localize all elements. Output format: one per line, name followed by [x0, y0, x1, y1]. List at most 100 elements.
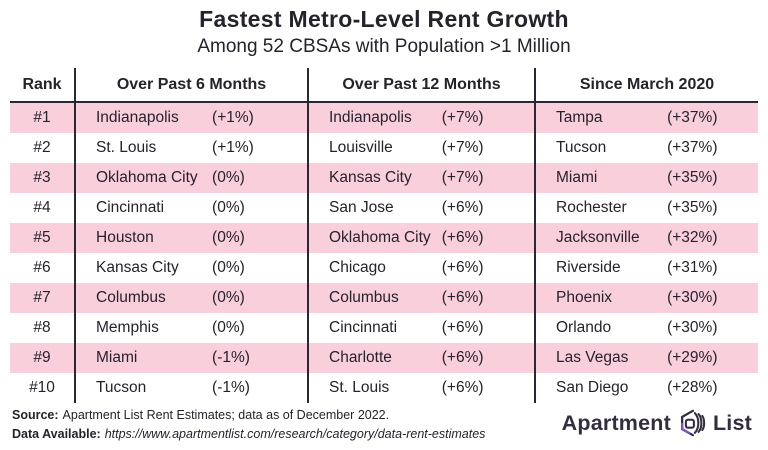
- past6-city: Kansas City: [96, 259, 179, 276]
- since2020-cell: Las Vegas (+29%): [534, 343, 758, 373]
- since2020-pct: (+28%): [667, 379, 718, 396]
- past6-pct: (+1%): [212, 139, 254, 156]
- past6-city: St. Louis: [96, 139, 157, 156]
- past6-cell: Tucson (-1%): [74, 373, 307, 403]
- since2020-city: Phoenix: [556, 289, 613, 306]
- source-text: Apartment List Rent Estimates; data as o…: [62, 408, 390, 422]
- data-available-url: https://www.apartmentlist.com/research/c…: [104, 427, 486, 441]
- header: Fastest Metro-Level Rent Growth Among 52…: [0, 0, 768, 58]
- past12-pct: (+6%): [441, 259, 484, 276]
- table-row: #7 Columbus (0%) Columbus (+6%) Phoenix …: [10, 283, 758, 313]
- rank-cell: #9: [33, 349, 51, 366]
- table-row: #5 Houston (0%) Oklahoma City (+6%) Jack…: [10, 223, 758, 253]
- past6-city: Memphis: [96, 319, 159, 336]
- table-row: #2 St. Louis (+1%) Louisville (+7%) Tucs…: [10, 133, 758, 163]
- footer-notes: Source: Apartment List Rent Estimates; da…: [12, 406, 485, 444]
- since2020-city: Jacksonville: [556, 229, 640, 246]
- since2020-cell: Orlando (+30%): [534, 313, 758, 343]
- past6-city: Tucson: [96, 379, 147, 396]
- past12-city: Chicago: [329, 259, 386, 276]
- past6-cell: Kansas City (0%): [74, 253, 307, 283]
- since2020-pct: (+30%): [667, 289, 718, 306]
- header-cell-past12: Over Past 12 Months: [307, 68, 534, 101]
- past12-pct: (+6%): [441, 349, 484, 366]
- past12-city: Indianapolis: [329, 109, 412, 126]
- past12-pct: (+6%): [441, 289, 484, 306]
- rent-growth-table: Rank Over Past 6 Months Over Past 12 Mon…: [10, 68, 758, 403]
- since2020-pct: (+35%): [667, 199, 718, 216]
- since2020-pct: (+29%): [667, 349, 718, 366]
- since2020-city: Tampa: [556, 109, 603, 126]
- past6-pct: (-1%): [212, 379, 250, 396]
- past6-cell: St. Louis (+1%): [74, 133, 307, 163]
- past6-cell: Miami (-1%): [74, 343, 307, 373]
- past6-cell: Indianapolis (+1%): [74, 103, 307, 133]
- past12-cell: Indianapolis (+7%): [307, 103, 534, 133]
- rank-cell: #6: [33, 259, 51, 276]
- past12-pct: (+7%): [441, 139, 484, 156]
- since2020-city: Rochester: [556, 199, 627, 216]
- logo-word-apartment: Apartment: [561, 410, 671, 435]
- past6-pct: (0%): [212, 259, 245, 276]
- header-cell-rank: Rank: [22, 75, 62, 93]
- rank-cell: #5: [33, 229, 51, 246]
- data-available-line: Data Available: https://www.apartmentlist…: [12, 425, 485, 444]
- table-row: #1 Indianapolis (+1%) Indianapolis (+7%)…: [10, 103, 758, 133]
- since2020-city: Riverside: [556, 259, 621, 276]
- past6-cell: Memphis (0%): [74, 313, 307, 343]
- since2020-city: Miami: [556, 169, 598, 186]
- rank-cell: #1: [33, 109, 51, 126]
- rank-cell: #8: [33, 319, 51, 336]
- past12-city: Kansas City: [329, 169, 412, 186]
- table-row: #9 Miami (-1%) Charlotte (+6%) Las Vegas…: [10, 343, 758, 373]
- past6-pct: (0%): [212, 169, 245, 186]
- past6-pct: (0%): [212, 199, 245, 216]
- data-available-label: Data Available:: [12, 427, 101, 441]
- page-subtitle: Among 52 CBSAs with Population >1 Millio…: [197, 36, 571, 58]
- past6-city: Oklahoma City: [96, 169, 198, 186]
- rank-cell: #10: [29, 379, 55, 396]
- past12-city: St. Louis: [329, 379, 390, 396]
- since2020-cell: Miami (+35%): [534, 163, 758, 193]
- table-row: #6 Kansas City (0%) Chicago (+6%) Rivers…: [10, 253, 758, 283]
- past12-pct: (+6%): [441, 319, 484, 336]
- past12-city: Louisville: [329, 139, 393, 156]
- since2020-pct: (+37%): [667, 109, 718, 126]
- past12-city: Columbus: [329, 289, 399, 306]
- past6-city: Houston: [96, 229, 154, 246]
- page-title: Fastest Metro-Level Rent Growth: [199, 6, 569, 32]
- past6-pct: (0%): [212, 289, 245, 306]
- past6-pct: (-1%): [212, 349, 250, 366]
- source-label: Source:: [12, 408, 59, 422]
- table-row: #4 Cincinnati (0%) San Jose (+6%) Roches…: [10, 193, 758, 223]
- past6-city: Indianapolis: [96, 109, 179, 126]
- past12-city: San Jose: [329, 199, 394, 216]
- past12-cell: Chicago (+6%): [307, 253, 534, 283]
- past12-pct: (+6%): [441, 379, 484, 396]
- past12-pct: (+6%): [441, 199, 484, 216]
- since2020-cell: San Diego (+28%): [534, 373, 758, 403]
- apartment-list-icon: [677, 408, 707, 438]
- since2020-pct: (+32%): [667, 229, 718, 246]
- since2020-city: Las Vegas: [556, 349, 629, 366]
- table-row: #10 Tucson (-1%) St. Louis (+6%) San Die…: [10, 373, 758, 403]
- since2020-cell: Jacksonville (+32%): [534, 223, 758, 253]
- logo-word-list: List: [712, 410, 752, 435]
- past12-city: Oklahoma City: [329, 229, 431, 246]
- past12-cell: Kansas City (+7%): [307, 163, 534, 193]
- past12-pct: (+7%): [441, 109, 484, 126]
- past12-cell: Columbus (+6%): [307, 283, 534, 313]
- since2020-cell: Riverside (+31%): [534, 253, 758, 283]
- table-row: #3 Oklahoma City (0%) Kansas City (+7%) …: [10, 163, 758, 193]
- past12-cell: Cincinnati (+6%): [307, 313, 534, 343]
- source-line: Source: Apartment List Rent Estimates; da…: [12, 406, 485, 425]
- past12-cell: Oklahoma City (+6%): [307, 223, 534, 253]
- header-cell-past6: Over Past 6 Months: [74, 68, 307, 101]
- past6-city: Columbus: [96, 289, 166, 306]
- since2020-city: San Diego: [556, 379, 629, 396]
- rank-cell: #4: [33, 199, 51, 216]
- past12-pct: (+7%): [441, 169, 484, 186]
- since2020-city: Orlando: [556, 319, 612, 336]
- since2020-cell: Tampa (+37%): [534, 103, 758, 133]
- since2020-pct: (+35%): [667, 169, 718, 186]
